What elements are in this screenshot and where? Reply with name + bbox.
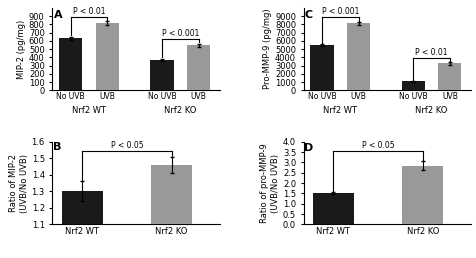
Bar — [347, 23, 370, 91]
Text: Nrf2 KO: Nrf2 KO — [416, 106, 448, 115]
Y-axis label: Pro-MMP-9 (pg/mg): Pro-MMP-9 (pg/mg) — [263, 9, 272, 90]
Y-axis label: Ratio of pro-MMP-9
(UVB/No UVB): Ratio of pro-MMP-9 (UVB/No UVB) — [260, 143, 280, 223]
Text: P < 0.01: P < 0.01 — [73, 7, 105, 15]
Bar — [150, 60, 174, 91]
Bar — [310, 45, 334, 91]
Bar — [187, 45, 210, 91]
Text: B: B — [53, 142, 61, 152]
Text: P < 0.001: P < 0.001 — [162, 29, 199, 38]
Bar — [402, 166, 443, 224]
Text: P < 0.05: P < 0.05 — [110, 141, 143, 150]
Text: A: A — [54, 10, 62, 20]
Bar — [96, 23, 119, 91]
Bar — [151, 165, 192, 258]
Y-axis label: MIP-2 (pg/mg): MIP-2 (pg/mg) — [17, 19, 26, 79]
Text: D: D — [305, 143, 314, 154]
Text: P < 0.01: P < 0.01 — [416, 48, 448, 57]
Bar — [438, 63, 462, 91]
Text: C: C — [305, 10, 313, 20]
Bar — [313, 193, 354, 224]
Bar — [62, 191, 103, 258]
Text: P < 0.001: P < 0.001 — [322, 7, 359, 16]
Y-axis label: Ratio of MIP-2
(UVB/No UVB): Ratio of MIP-2 (UVB/No UVB) — [9, 154, 29, 213]
Text: Nrf2 WT: Nrf2 WT — [72, 106, 106, 115]
Bar — [59, 38, 82, 91]
Text: P < 0.05: P < 0.05 — [362, 141, 395, 150]
Text: Nrf2 KO: Nrf2 KO — [164, 106, 197, 115]
Text: Nrf2 WT: Nrf2 WT — [323, 106, 357, 115]
Bar — [402, 81, 425, 91]
